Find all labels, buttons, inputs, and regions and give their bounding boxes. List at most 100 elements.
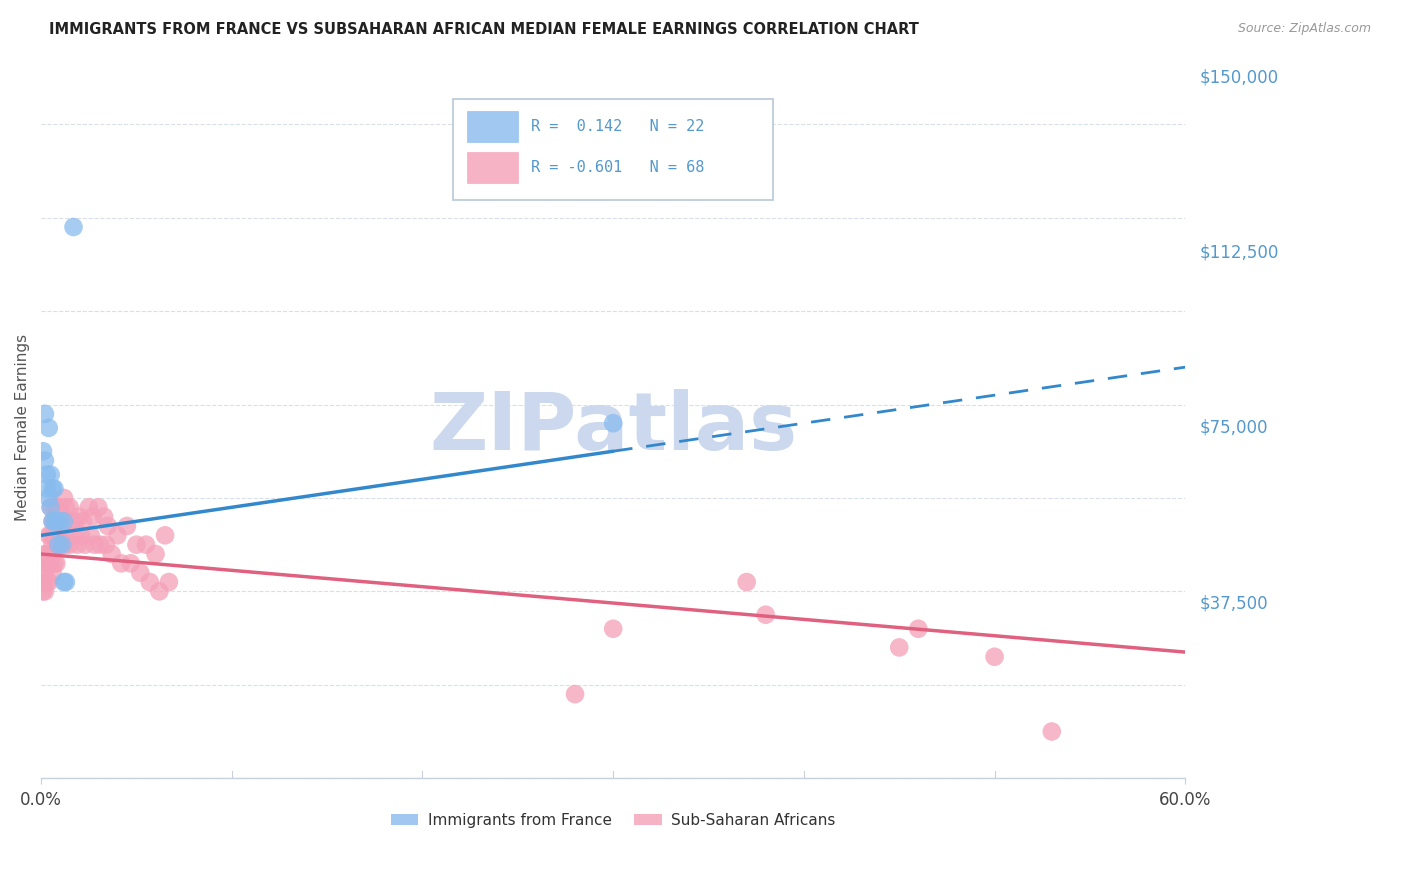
Point: [41, 514, 63, 528]
Point: [148, 584, 170, 599]
Point: [110, 557, 132, 571]
Point: [44, 557, 66, 571]
Point: [100, 547, 122, 561]
Point: [44, 528, 66, 542]
Point: [35, 547, 58, 561]
Point: [602, 622, 624, 636]
Point: [59, 538, 82, 552]
Point: [41, 566, 63, 580]
Point: [44, 514, 66, 528]
Point: [46, 538, 69, 552]
Point: [44, 482, 66, 496]
Text: IMMIGRANTS FROM FRANCE VS SUBSAHARAN AFRICAN MEDIAN FEMALE EARNINGS CORRELATION : IMMIGRANTS FROM FRANCE VS SUBSAHARAN AFR…: [49, 22, 920, 37]
Point: [115, 519, 138, 533]
Point: [907, 622, 929, 636]
Point: [72, 514, 94, 528]
Point: [145, 547, 167, 561]
Point: [39, 467, 62, 482]
Point: [35, 557, 58, 571]
Point: [39, 500, 62, 515]
Point: [62, 219, 84, 234]
Point: [32, 444, 55, 458]
Point: [35, 482, 58, 496]
Point: [45, 500, 67, 515]
Point: [82, 509, 104, 524]
Point: [53, 491, 76, 505]
Point: [73, 538, 96, 552]
Point: [39, 557, 62, 571]
Point: [41, 482, 63, 496]
Text: R =  0.142   N = 22: R = 0.142 N = 22: [531, 119, 704, 134]
Point: [51, 538, 73, 552]
Point: [157, 574, 180, 589]
Point: [34, 566, 56, 580]
Point: [97, 519, 120, 533]
Text: ZIPatlas: ZIPatlas: [429, 389, 797, 467]
Point: [89, 538, 111, 552]
Point: [87, 500, 110, 515]
Point: [32, 584, 55, 599]
Point: [34, 547, 56, 561]
Point: [94, 538, 117, 552]
Point: [120, 557, 142, 571]
Point: [66, 538, 89, 552]
Point: [1040, 724, 1063, 739]
Point: [77, 500, 100, 515]
Point: [65, 514, 87, 528]
FancyBboxPatch shape: [467, 112, 519, 142]
Point: [93, 509, 115, 524]
Point: [51, 538, 73, 552]
Point: [70, 528, 93, 542]
Point: [80, 528, 103, 542]
Point: [45, 528, 67, 542]
Point: [49, 500, 72, 515]
Point: [564, 687, 586, 701]
Point: [32, 557, 55, 571]
Point: [135, 538, 157, 552]
FancyBboxPatch shape: [453, 98, 773, 200]
Text: $112,500: $112,500: [1199, 244, 1278, 261]
Point: [755, 607, 778, 622]
Text: $75,000: $75,000: [1199, 419, 1268, 437]
Point: [45, 557, 67, 571]
Point: [53, 574, 76, 589]
Point: [67, 509, 90, 524]
Point: [38, 574, 60, 589]
Point: [38, 528, 60, 542]
Point: [602, 416, 624, 430]
Point: [35, 574, 58, 589]
Point: [105, 528, 128, 542]
Point: [735, 574, 758, 589]
Point: [49, 514, 72, 528]
Text: $150,000: $150,000: [1199, 69, 1278, 87]
Point: [34, 453, 56, 467]
Point: [129, 566, 152, 580]
Point: [125, 538, 148, 552]
Point: [38, 547, 60, 561]
Point: [38, 491, 60, 505]
Point: [39, 528, 62, 542]
Legend: Immigrants from France, Sub-Saharan Africans: Immigrants from France, Sub-Saharan Afri…: [385, 806, 842, 834]
Point: [34, 407, 56, 421]
Point: [34, 584, 56, 599]
Point: [45, 514, 67, 528]
Point: [41, 538, 63, 552]
Point: [55, 500, 77, 515]
Text: $37,500: $37,500: [1199, 594, 1268, 612]
Text: Source: ZipAtlas.com: Source: ZipAtlas.com: [1237, 22, 1371, 36]
Point: [41, 514, 63, 528]
Point: [32, 574, 55, 589]
Point: [83, 538, 105, 552]
Y-axis label: Median Female Earnings: Median Female Earnings: [15, 334, 30, 522]
Point: [59, 500, 82, 515]
Point: [53, 528, 76, 542]
Text: R = -0.601   N = 68: R = -0.601 N = 68: [531, 160, 704, 175]
FancyBboxPatch shape: [467, 152, 519, 183]
Point: [889, 640, 911, 655]
Point: [38, 421, 60, 435]
Point: [46, 538, 69, 552]
Point: [55, 574, 77, 589]
Point: [39, 500, 62, 515]
Point: [53, 514, 76, 528]
Point: [60, 514, 83, 528]
